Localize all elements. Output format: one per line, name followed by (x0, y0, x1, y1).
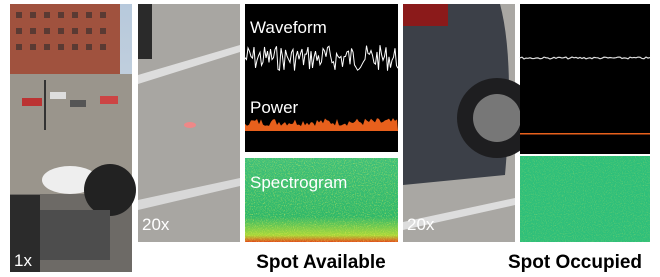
caption: Spot Occupied (508, 252, 642, 273)
waveform-label: Waveform (250, 18, 327, 37)
signal-panel (520, 4, 650, 242)
car-photo (403, 4, 537, 242)
power-label: Power (250, 98, 299, 117)
signal-panel (245, 4, 398, 242)
road-photo (138, 4, 240, 242)
zoom-label: 20x (407, 215, 435, 234)
wide-view-photo (10, 4, 136, 272)
spectrogram-label: Spectrogram (250, 173, 347, 192)
caption: Spot Available (256, 252, 386, 273)
zoom-label: 1x (14, 251, 32, 270)
zoom-label: 20x (142, 215, 170, 234)
figure: 1x 20x Waveform Power Spectrogram Spot A… (0, 0, 660, 277)
